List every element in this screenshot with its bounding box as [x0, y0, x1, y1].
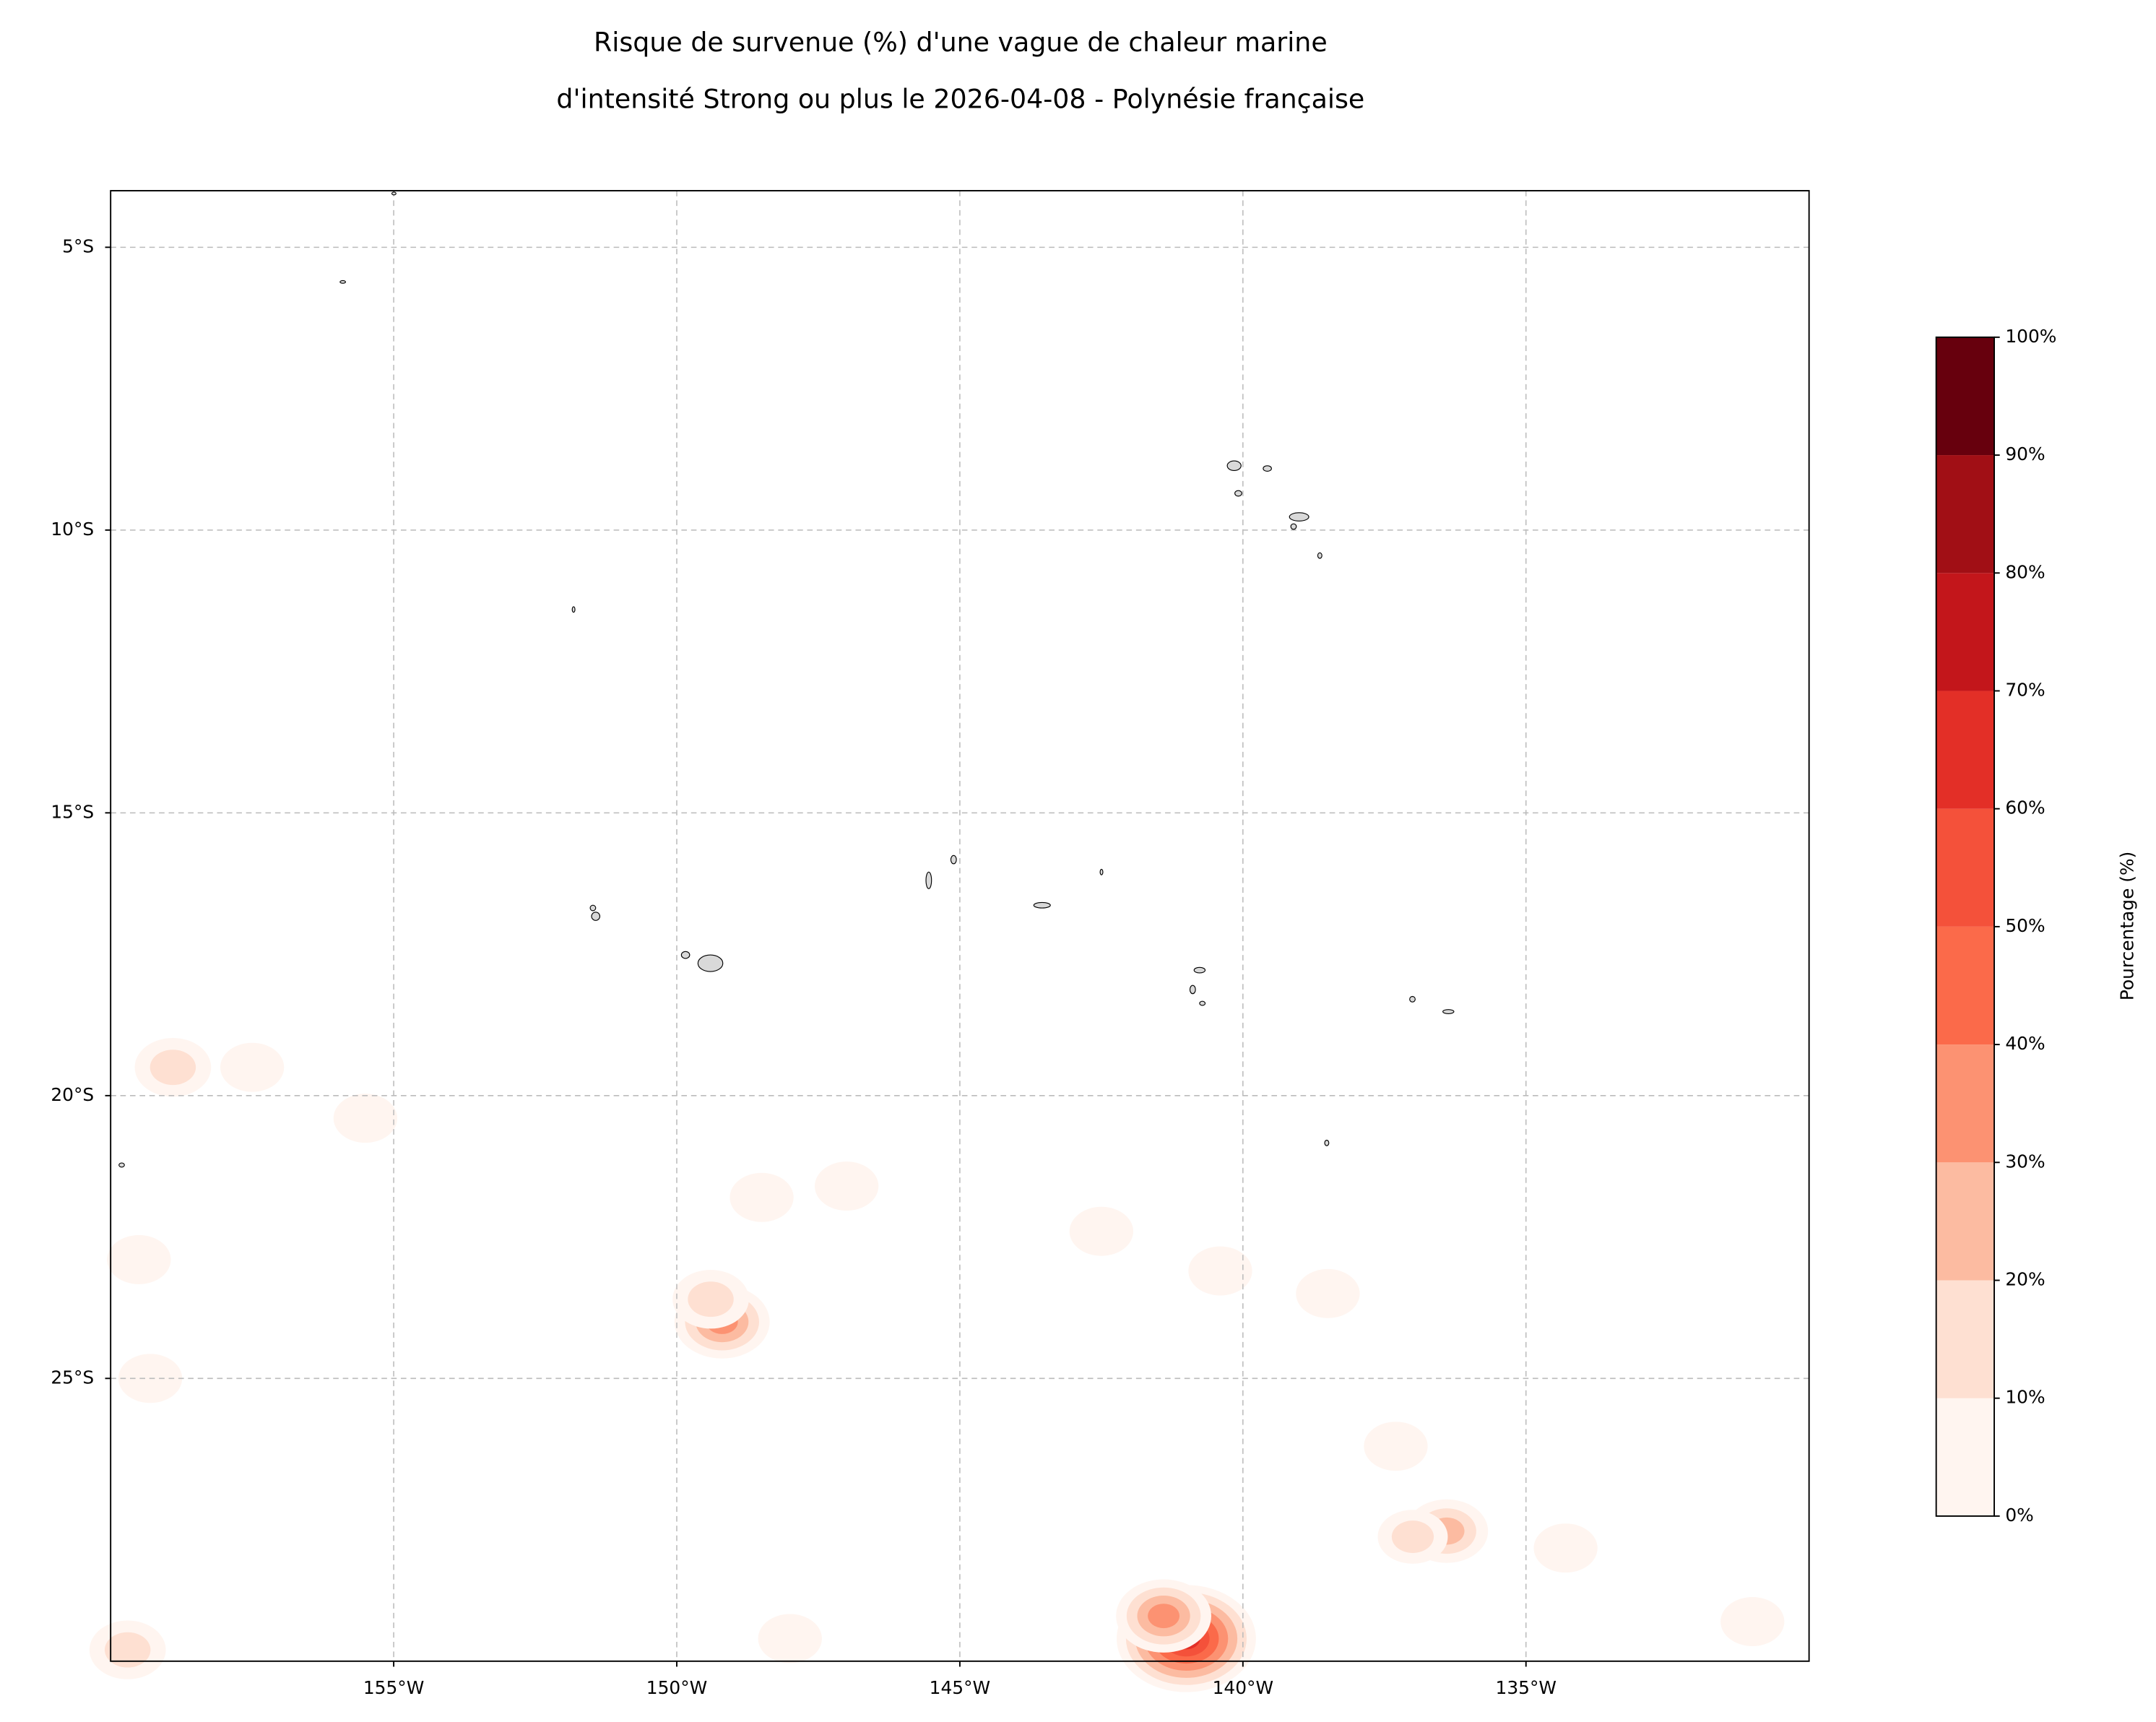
- island: [1409, 995, 1416, 1003]
- island: [339, 280, 347, 284]
- colorbar-band: [1936, 337, 1995, 456]
- colorbar-band: [1936, 691, 1995, 809]
- colorbar-tick-label: 90%: [2005, 444, 2045, 464]
- colorbar-tick-label: 10%: [2005, 1387, 2045, 1408]
- risk-contour: [758, 1614, 822, 1663]
- risk-contour: [814, 1161, 879, 1211]
- risk-contour: [1296, 1268, 1360, 1318]
- island: [118, 1162, 125, 1168]
- island: [1099, 868, 1104, 875]
- colorbar-band: [1936, 573, 1995, 691]
- risk-contour: [1720, 1597, 1785, 1646]
- risk-contour: [220, 1042, 285, 1092]
- y-tick-label: 15°S: [51, 801, 94, 822]
- y-tick-label: 5°S: [62, 235, 94, 256]
- grid-layer: 155°W 150°W 145°W 140°W 135°W 5°S 10°S 15°S 20°S…: [51, 191, 1809, 1698]
- colorbar-tick-label: 0%: [2005, 1505, 2033, 1526]
- island: [391, 191, 397, 196]
- plot-frame: [110, 190, 1810, 1662]
- colorbar-band: [1936, 455, 1995, 574]
- island: [697, 954, 724, 972]
- risk-contour: [1533, 1523, 1598, 1573]
- x-tick-label: 140°W: [1213, 1677, 1273, 1698]
- risk-contour: [688, 1281, 734, 1318]
- y-tick-label: 10°S: [51, 519, 94, 540]
- island: [680, 951, 690, 959]
- x-tick-label: 150°W: [646, 1677, 707, 1698]
- island: [1263, 465, 1272, 472]
- x-tick-label: 145°W: [930, 1677, 990, 1698]
- risk-contour: [1188, 1246, 1252, 1296]
- colorbar-band: [1936, 808, 1995, 927]
- island: [1289, 512, 1309, 522]
- risk-contour: [1364, 1422, 1428, 1471]
- colorbar: 0% 10% 20% 30% 40% 50% 60% 70% 80% 90% 100%: [1935, 326, 2056, 1526]
- island: [1033, 901, 1051, 909]
- chart-title: Risque de survenue (%) d'une vague de ch…: [594, 27, 1328, 58]
- island: [950, 854, 957, 865]
- colorbar-band: [1936, 926, 1995, 1045]
- island: [1193, 966, 1206, 974]
- risk-contour: [1391, 1520, 1434, 1553]
- colorbar-tick-label: 100%: [2005, 326, 2056, 347]
- chart-title: d'intensité Strong ou plus le 2026-04-08…: [556, 84, 1364, 115]
- x-tick-label: 135°W: [1496, 1677, 1557, 1698]
- colorbar-tick-label: 70%: [2005, 679, 2045, 700]
- risk-contour: [104, 1632, 151, 1668]
- island: [1290, 523, 1297, 530]
- island: [1199, 1000, 1206, 1006]
- island: [1189, 985, 1196, 995]
- island: [1442, 1009, 1455, 1014]
- risk-contour: [730, 1172, 794, 1222]
- island: [589, 904, 597, 912]
- colorbar-band: [1936, 1044, 1995, 1163]
- island: [1226, 460, 1242, 472]
- colorbar-band: [1936, 1162, 1995, 1281]
- risk-contour: [107, 1234, 171, 1284]
- colorbar-band: [1936, 1398, 1995, 1516]
- colorbar-tick-label: 40%: [2005, 1033, 2045, 1054]
- island: [1317, 552, 1322, 559]
- colorbar-tick-label: 50%: [2005, 915, 2045, 936]
- risk-contour: [1148, 1604, 1180, 1629]
- y-tick-label: 25°S: [51, 1367, 94, 1388]
- colorbar-tick-label: 60%: [2005, 797, 2045, 818]
- island: [591, 912, 601, 921]
- colorbar-tick-label: 80%: [2005, 561, 2045, 582]
- colorbar-label: Pourcentage (%): [2117, 852, 2138, 1000]
- risk-contour: [150, 1050, 196, 1086]
- island: [571, 606, 576, 613]
- colorbar-band: [1936, 1280, 1995, 1398]
- island: [1234, 490, 1242, 497]
- y-tick-label: 20°S: [51, 1084, 94, 1105]
- risk-contour: [1069, 1206, 1134, 1256]
- colorbar-tick-label: 30%: [2005, 1151, 2045, 1172]
- islands: [118, 191, 1455, 1168]
- field-layer: [89, 1038, 1785, 1692]
- risk-contour: [333, 1094, 398, 1143]
- island: [925, 871, 932, 889]
- x-tick-label: 155°W: [363, 1677, 424, 1698]
- colorbar-tick-label: 20%: [2005, 1269, 2045, 1290]
- island: [1324, 1139, 1330, 1146]
